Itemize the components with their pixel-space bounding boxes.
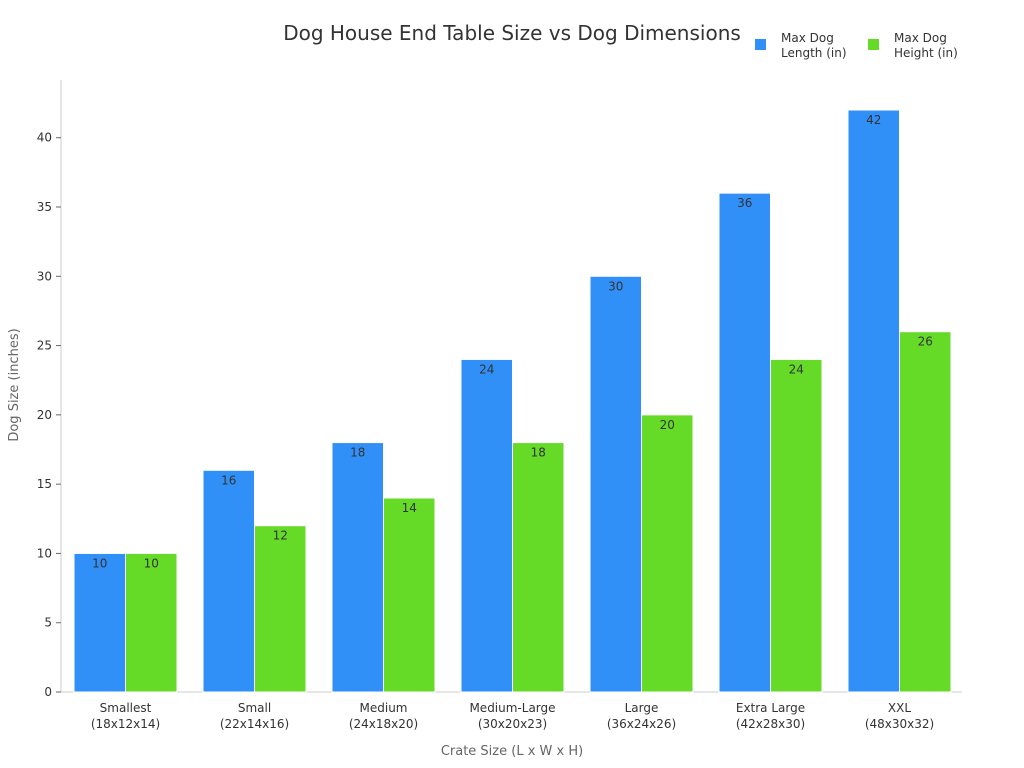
data-label: 10 bbox=[144, 556, 159, 570]
bar-max-dog-length bbox=[460, 358, 513, 693]
y-tick-label: 20 bbox=[37, 408, 52, 422]
bar-max-dog-height bbox=[383, 497, 436, 693]
data-label: 26 bbox=[918, 335, 933, 349]
y-tick-label: 5 bbox=[44, 616, 52, 630]
x-axis: Smallest (18x12x14) Small (22x14x16) Medium(… bbox=[61, 691, 962, 731]
bar-max-dog-height bbox=[641, 414, 694, 693]
y-tick-label: 10 bbox=[37, 546, 52, 560]
bar-max-dog-height bbox=[512, 442, 565, 693]
legend-label: Max Dog Length (in) bbox=[781, 31, 847, 60]
y-tick-label: 0 bbox=[44, 685, 52, 699]
data-label: 30 bbox=[608, 279, 623, 293]
data-label: 10 bbox=[92, 556, 107, 570]
legend-item-height: Max Dog Height (in) bbox=[868, 31, 958, 60]
bars-group bbox=[73, 109, 952, 693]
legend-swatch bbox=[755, 39, 766, 50]
bar-max-dog-length bbox=[718, 192, 771, 693]
data-label: 16 bbox=[221, 473, 236, 487]
x-tick-label: Small (22x14x16) bbox=[220, 701, 289, 731]
data-label: 14 bbox=[402, 501, 417, 515]
legend-item-length: Max Dog Length (in) bbox=[755, 31, 847, 60]
bar-max-dog-height bbox=[899, 331, 952, 693]
bar-max-dog-height bbox=[254, 525, 307, 693]
x-axis-title: Crate Size (L x W x H) bbox=[441, 744, 583, 759]
data-label: 42 bbox=[866, 113, 881, 127]
y-axis: 0 5 10 15 20 25 30 35 40 bbox=[37, 80, 62, 699]
data-labels-group: 10 10 16 12 18 14 24 18 30 20 36 24 42 26 bbox=[92, 113, 933, 570]
y-tick-label: 25 bbox=[37, 339, 52, 353]
y-tick-label: 35 bbox=[37, 200, 52, 214]
x-tick-label: Medium-Large (30x20x23) bbox=[469, 701, 555, 731]
bar-max-dog-height bbox=[770, 358, 823, 693]
y-axis-title: Dog Size (inches) bbox=[7, 328, 22, 441]
bar-max-dog-length bbox=[331, 442, 384, 693]
y-tick-label: 30 bbox=[37, 269, 52, 283]
x-tick-label: Extra Large (42x28x30) bbox=[736, 701, 805, 731]
data-label: 12 bbox=[273, 529, 288, 543]
chart-title: Dog House End Table Size vs Dog Dimensio… bbox=[283, 21, 741, 45]
legend-swatch bbox=[868, 39, 879, 50]
x-tick-label: Medium (24x18x20) bbox=[349, 701, 418, 731]
data-label: 36 bbox=[737, 196, 752, 210]
data-label: 18 bbox=[350, 446, 365, 460]
data-label: 20 bbox=[660, 418, 675, 432]
bar-max-dog-length bbox=[202, 469, 255, 693]
bar-max-dog-length bbox=[589, 275, 642, 693]
y-tick-label: 15 bbox=[37, 477, 52, 491]
legend: Max Dog Length (in) Max Dog Height (in) bbox=[755, 31, 958, 60]
bar-max-dog-length bbox=[847, 109, 900, 693]
bar-max-dog-height bbox=[125, 552, 178, 693]
legend-label: Max Dog Height (in) bbox=[894, 31, 958, 60]
data-label: 24 bbox=[789, 362, 804, 376]
x-tick-label: Large (36x24x26) bbox=[607, 701, 676, 731]
data-label: 24 bbox=[479, 362, 494, 376]
data-label: 18 bbox=[531, 446, 546, 460]
y-tick-label: 40 bbox=[37, 131, 52, 145]
x-tick-label: Smallest (18x12x14) bbox=[91, 701, 160, 731]
x-tick-label: XXL (48x30x32) bbox=[865, 701, 934, 731]
bar-max-dog-length bbox=[73, 552, 126, 693]
